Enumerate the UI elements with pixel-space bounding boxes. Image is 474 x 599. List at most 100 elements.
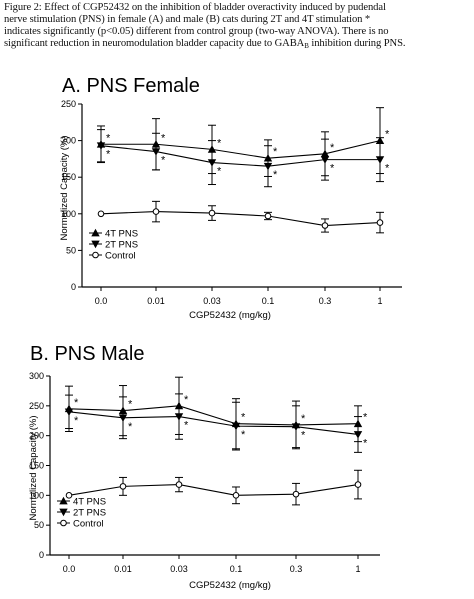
x-tick-label: 0.01: [147, 296, 165, 306]
significance-star: *: [74, 397, 79, 409]
significance-star: *: [161, 132, 166, 144]
panel-female: A. PNS Female Normalized Capacity (%) CG…: [59, 75, 402, 321]
significance-star: *: [330, 142, 335, 154]
data-point: [264, 212, 272, 220]
significance-star: *: [273, 169, 278, 181]
legend-label: Control: [105, 251, 136, 262]
legend-label: 2T PNS: [73, 508, 106, 519]
data-point: [175, 481, 183, 488]
x-tick-label: 0.0: [95, 296, 108, 306]
significance-star: *: [217, 166, 222, 178]
data-point: [376, 219, 384, 226]
significance-star: *: [330, 163, 335, 175]
caption-line-4-text: significant reduction in neuromodulation…: [4, 38, 305, 49]
legend-marker: [91, 240, 100, 249]
caption-line-1: Figure 2: Effect of CGP52432 on the inhi…: [4, 2, 386, 13]
series-line: [68, 411, 359, 436]
panel-title: A. PNS Female: [62, 75, 200, 97]
y-tick-label: 100: [61, 209, 76, 219]
y-axis-label: Normalized Capacity (%): [28, 415, 39, 520]
significance-star: *: [273, 146, 278, 158]
data-point: [119, 483, 127, 490]
y-tick-label: 250: [29, 401, 44, 411]
x-tick-label: 1: [377, 296, 382, 306]
data-point: [174, 413, 184, 421]
gaba-subscript: B: [304, 42, 309, 50]
data-point: [375, 156, 385, 164]
significance-star: *: [106, 149, 111, 161]
data-point: [354, 481, 362, 488]
panel-title: B. PNS Male: [30, 343, 144, 365]
legend-marker: [92, 251, 99, 259]
significance-star: *: [106, 132, 111, 144]
y-tick-label: 200: [29, 431, 44, 441]
x-tick-label: 0.0: [63, 564, 76, 574]
data-point: [64, 408, 74, 416]
data-point: [152, 208, 160, 215]
series-line: [68, 405, 359, 426]
legend-marker: [59, 508, 68, 517]
x-tick-label: 0.1: [230, 564, 243, 574]
data-point: [320, 156, 330, 164]
x-axis-label: CGP52432 (mg/kg): [189, 310, 271, 321]
data-point: [321, 222, 329, 229]
y-tick-label: 200: [61, 136, 76, 146]
x-tick-label: 0.3: [319, 296, 332, 306]
data-point: [96, 142, 106, 150]
x-tick-label: 0.1: [262, 296, 275, 306]
significance-star: *: [363, 412, 368, 424]
caption-line-4-tail: inhibition during PNS.: [308, 38, 406, 49]
series-line: [100, 145, 380, 167]
data-point: [353, 431, 363, 439]
data-point: [118, 414, 128, 422]
legend-marker: [91, 228, 100, 237]
significance-star: *: [184, 394, 189, 406]
legend-marker: [59, 496, 68, 505]
significance-star: *: [301, 413, 306, 425]
y-tick-label: 50: [34, 520, 44, 530]
panel-male: B. PNS Male Normalized Capacity (%) CGP5…: [28, 343, 380, 591]
significance-star: *: [128, 421, 133, 433]
series-line: [100, 211, 381, 227]
significance-star: *: [241, 412, 246, 424]
data-point: [232, 492, 240, 499]
y-tick-label: 0: [71, 282, 76, 292]
data-point: [65, 492, 73, 499]
significance-star: *: [241, 429, 246, 441]
x-tick-label: 0.03: [170, 564, 188, 574]
data-point: [97, 210, 105, 218]
significance-star: *: [385, 129, 390, 141]
y-tick-label: 50: [66, 245, 76, 255]
data-point: [207, 159, 217, 167]
y-tick-label: 300: [29, 371, 44, 381]
y-tick-label: 150: [29, 461, 44, 471]
legend-label: 2T PNS: [105, 240, 138, 251]
data-point: [208, 209, 216, 217]
legend-marker: [60, 519, 67, 527]
data-point: [231, 422, 241, 431]
significance-star: *: [161, 155, 166, 167]
y-axis-label: Normalized Capacity (%): [59, 135, 70, 240]
significance-star: *: [385, 163, 390, 175]
data-point: [291, 423, 301, 431]
caption-line-2: nerve stimulation (PNS) in female (A) an…: [4, 14, 371, 25]
legend-label: 4T PNS: [105, 229, 138, 240]
figure-caption: Figure 2: Effect of CGP52432 on the inhi…: [4, 2, 474, 52]
data-point: [151, 148, 161, 156]
data-point: [292, 490, 300, 498]
legend-label: 4T PNS: [73, 497, 106, 508]
y-tick-label: 100: [29, 490, 44, 500]
caption-line-3: indicates significantly (p<0.05) differe…: [4, 26, 389, 37]
significance-star: *: [301, 430, 306, 442]
significance-star: *: [217, 137, 222, 149]
significance-star: *: [184, 420, 189, 432]
significance-star: *: [74, 415, 79, 427]
y-tick-label: 150: [61, 172, 76, 182]
x-tick-label: 0.01: [114, 564, 132, 574]
significance-star: *: [363, 437, 368, 449]
x-tick-label: 0.3: [290, 564, 303, 574]
caption-line-4: significant reduction in neuromodulation…: [4, 38, 474, 52]
x-tick-label: 0.03: [203, 296, 221, 306]
legend-label: Control: [73, 519, 104, 530]
